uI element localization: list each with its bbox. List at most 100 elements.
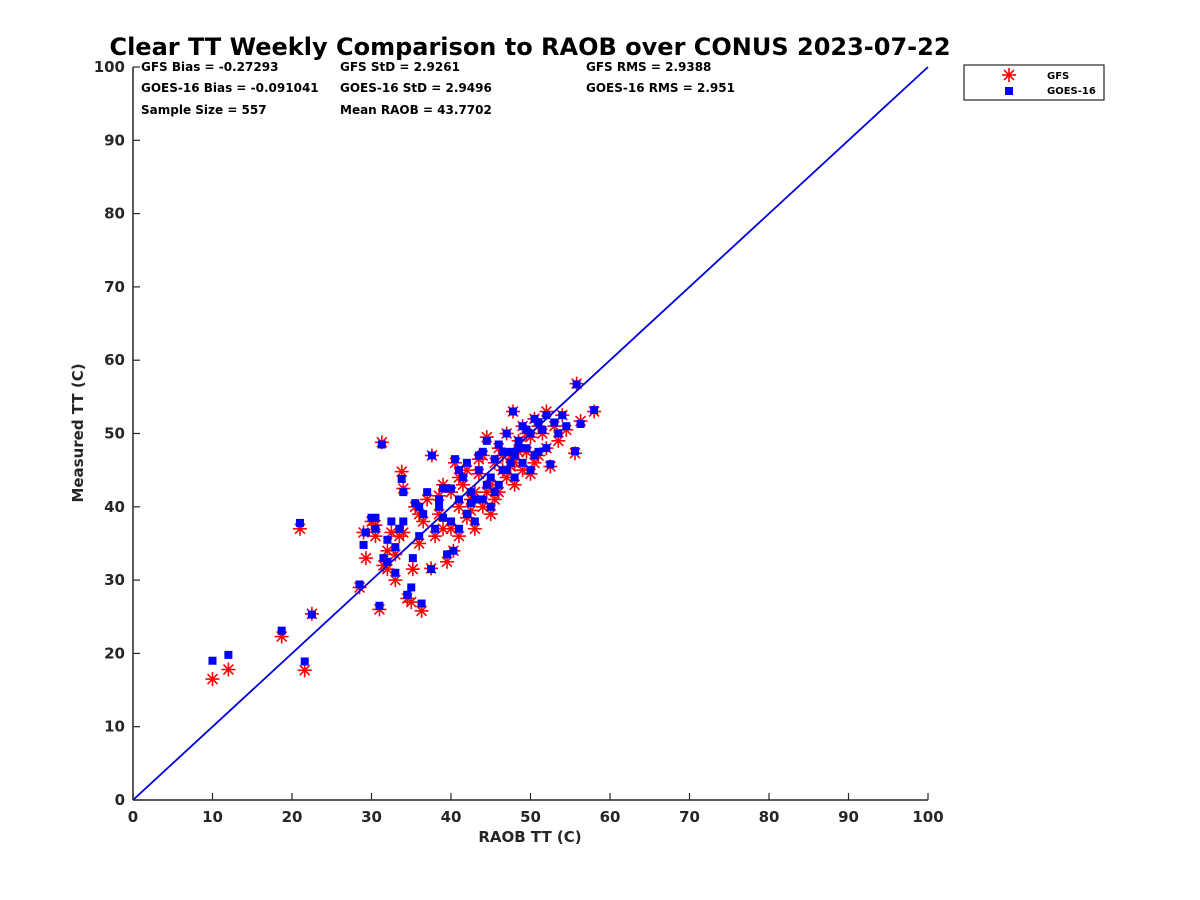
gfs-point xyxy=(205,672,220,687)
gfs-point xyxy=(358,551,373,566)
y-tick-label: 70 xyxy=(104,278,125,296)
legend-gfs-label: GFS xyxy=(1047,71,1069,82)
goes16-point xyxy=(522,444,531,453)
x-tick-label: 20 xyxy=(282,808,303,826)
x-tick-label: 10 xyxy=(202,808,223,826)
y-tick-label: 80 xyxy=(104,205,125,223)
goes16-point xyxy=(514,436,523,445)
goes16-point xyxy=(391,568,400,577)
goes16-point xyxy=(450,455,459,464)
goes16-point xyxy=(371,513,380,522)
goes16-point xyxy=(538,425,547,434)
gfs-point xyxy=(297,663,312,678)
gfs-point xyxy=(436,521,451,536)
goes16-point xyxy=(407,583,416,592)
goes16-point xyxy=(571,447,580,456)
goes16-point xyxy=(431,524,440,533)
goes16-point xyxy=(415,502,424,511)
goes16-point xyxy=(562,422,571,431)
goes16-point xyxy=(408,554,417,563)
goes16-point xyxy=(502,429,511,438)
goes16-point xyxy=(361,528,370,537)
stat-gfs-bias: GFS Bias = -0.27293 xyxy=(141,60,278,74)
stat-gfs-std: GFS StD = 2.9261 xyxy=(340,60,460,74)
y-tick-label: 30 xyxy=(104,571,125,589)
goes16-point xyxy=(447,484,455,493)
goes16-point xyxy=(395,524,404,533)
goes16-point xyxy=(470,517,479,526)
y-tick-label: 10 xyxy=(104,718,125,736)
goes16-point xyxy=(454,524,463,533)
stat-gfs-rms: GFS RMS = 2.9388 xyxy=(586,60,711,74)
y-tick-label: 60 xyxy=(104,351,125,369)
goes16-point xyxy=(462,458,471,467)
goes16-point xyxy=(399,488,408,497)
x-tick-label: 30 xyxy=(361,808,382,826)
goes16-point xyxy=(576,419,585,428)
goes16-point xyxy=(435,495,444,504)
x-tick-label: 50 xyxy=(520,808,541,826)
goes16-point xyxy=(554,429,563,438)
goes16-point xyxy=(458,473,467,482)
legend-goes-label: GOES-16 xyxy=(1047,86,1096,97)
goes16-point xyxy=(482,436,491,445)
goes16-point xyxy=(558,411,567,420)
legend-goes-square-icon xyxy=(1005,87,1013,95)
stat-mean-raob: Mean RAOB = 43.7702 xyxy=(340,103,492,117)
x-tick-label: 0 xyxy=(128,808,138,826)
x-tick-label: 40 xyxy=(441,808,462,826)
x-tick-label: 70 xyxy=(679,808,700,826)
goes16-point xyxy=(494,480,503,489)
goes16-point xyxy=(419,510,428,519)
goes16-point xyxy=(526,466,535,475)
goes16-point xyxy=(486,473,495,482)
goes16-point xyxy=(427,451,436,460)
goes16-point xyxy=(509,407,518,416)
goes16-point xyxy=(387,517,396,526)
stat-goes-bias: GOES-16 Bias = -0.091041 xyxy=(141,81,319,95)
goes16-point xyxy=(466,488,475,497)
goes16-point xyxy=(498,447,507,456)
data-points xyxy=(205,376,602,687)
goes16-point xyxy=(427,565,436,574)
goes16-point xyxy=(399,517,408,526)
goes16-point xyxy=(514,444,523,453)
x-tick-label: 60 xyxy=(600,808,621,826)
x-ticks: 0 10 20 30 40 50 60 70 80 90 100 xyxy=(128,793,944,826)
goes16-point xyxy=(454,466,463,475)
x-tick-label: 90 xyxy=(838,808,859,826)
goes16-point xyxy=(572,380,581,389)
goes16-point xyxy=(546,460,555,469)
goes16-point xyxy=(224,650,233,659)
goes16-point xyxy=(474,466,483,475)
goes16-point xyxy=(403,590,412,599)
gfs-point xyxy=(221,662,236,677)
goes16-point xyxy=(494,440,503,449)
goes16-point xyxy=(307,610,316,619)
goes16-point xyxy=(383,535,392,544)
legend: GFS GOES-16 xyxy=(963,64,1105,101)
goes16-point xyxy=(510,451,519,460)
goes16-point xyxy=(391,543,400,552)
goes16-point xyxy=(466,499,475,508)
goes16-point xyxy=(295,518,304,527)
goes16-point xyxy=(449,546,458,555)
stat-sample-size: Sample Size = 557 xyxy=(141,103,267,117)
goes16-point xyxy=(423,488,432,497)
legend-gfs-asterisk-icon xyxy=(1002,68,1016,82)
goes16-point xyxy=(439,513,448,522)
y-tick-label: 40 xyxy=(104,498,125,516)
goes16-point xyxy=(478,495,487,504)
chart-title: Clear TT Weekly Comparison to RAOB over … xyxy=(109,33,950,61)
goes16-point xyxy=(482,480,491,489)
y-tick-label: 20 xyxy=(104,644,125,662)
goes16-point xyxy=(447,517,455,526)
goes16-point xyxy=(542,411,551,420)
y-tick-label: 50 xyxy=(104,425,125,443)
one-to-one-line xyxy=(132,66,929,801)
goes16-point xyxy=(397,474,406,483)
goes16-point xyxy=(208,656,217,665)
y-ticks: 0 10 20 30 40 50 60 70 80 90 100 xyxy=(94,58,140,809)
goes16-point xyxy=(359,540,368,549)
